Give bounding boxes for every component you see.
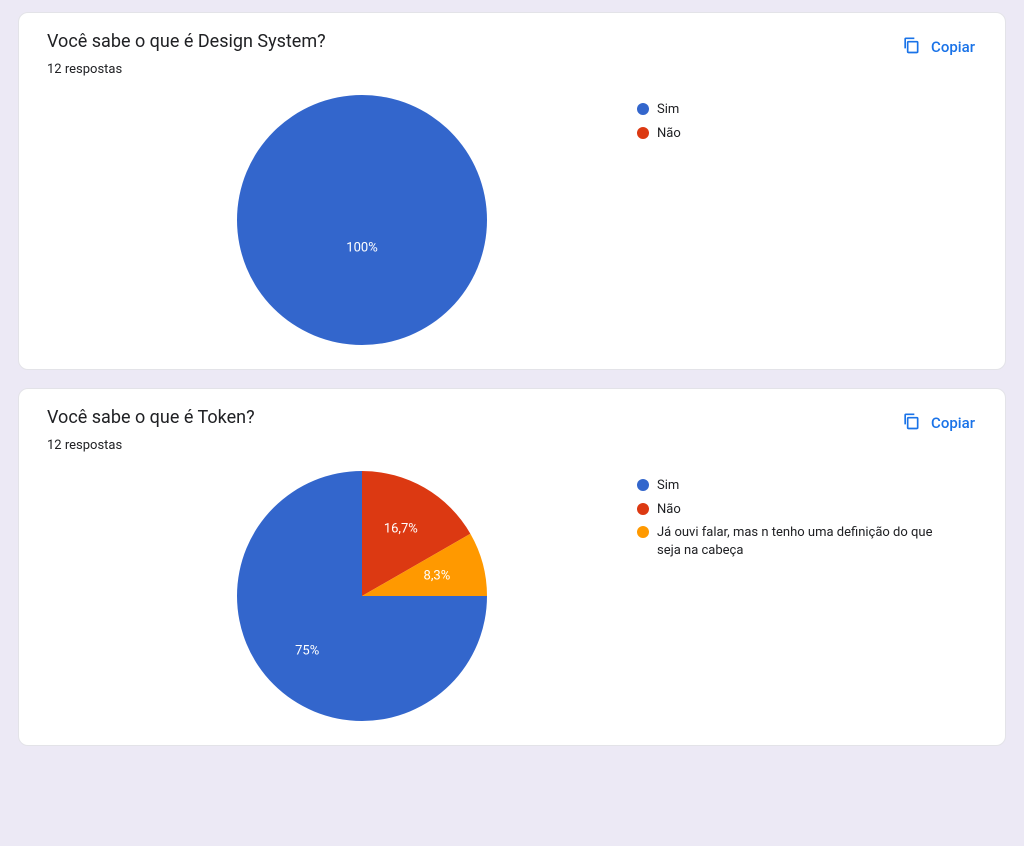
legend-label: Já ouvi falar, mas n tenho uma definição… [657,524,937,559]
question-title: Você sabe o que é Token? [47,407,899,428]
legend-swatch [637,479,649,491]
pie-slice-label: 16,7% [384,521,418,536]
legend-swatch [637,526,649,538]
title-block: Você sabe o que é Design System? 12 resp… [47,31,899,77]
legend-item: Sim [637,477,937,495]
survey-card: Você sabe o que é Design System? 12 resp… [18,12,1006,370]
pie-slice [237,95,487,345]
question-title: Você sabe o que é Design System? [47,31,899,52]
legend-swatch [637,103,649,115]
copy-button[interactable]: Copiar [899,407,977,439]
legend-item: Já ouvi falar, mas n tenho uma definição… [637,524,937,559]
legend-label: Não [657,501,681,519]
pie-slice-label: 100% [346,240,377,255]
copy-icon [901,411,921,435]
legend-swatch [637,503,649,515]
pie-chart: 100% [237,95,487,345]
pie-chart: 16,7% 8,3% 75% [237,471,487,721]
legend-label: Sim [657,101,679,119]
chart-area: 16,7% 8,3% 75% Sim Não Já ouvi falar, mas n … [47,471,977,721]
legend-label: Não [657,125,681,143]
legend-swatch [637,127,649,139]
chart-area: 100% Sim Não [47,95,977,345]
legend-label: Sim [657,477,679,495]
copy-button[interactable]: Copiar [899,31,977,63]
card-header: Você sabe o que é Design System? 12 resp… [47,31,977,77]
title-block: Você sabe o que é Token? 12 respostas [47,407,899,453]
response-count: 12 respostas [47,62,899,77]
copy-icon [901,35,921,59]
pie-slice-label: 8,3% [424,569,451,584]
copy-label: Copiar [931,38,975,56]
survey-card: Você sabe o que é Token? 12 respostas Co… [18,388,1006,746]
response-count: 12 respostas [47,438,899,453]
card-header: Você sabe o que é Token? 12 respostas Co… [47,407,977,453]
legend: Sim Não [637,95,681,148]
legend: Sim Não Já ouvi falar, mas n tenho uma def… [637,471,937,565]
legend-item: Não [637,125,681,143]
legend-item: Sim [637,101,681,119]
pie-slice-label: 75% [295,643,319,658]
copy-label: Copiar [931,414,975,432]
legend-item: Não [637,501,937,519]
